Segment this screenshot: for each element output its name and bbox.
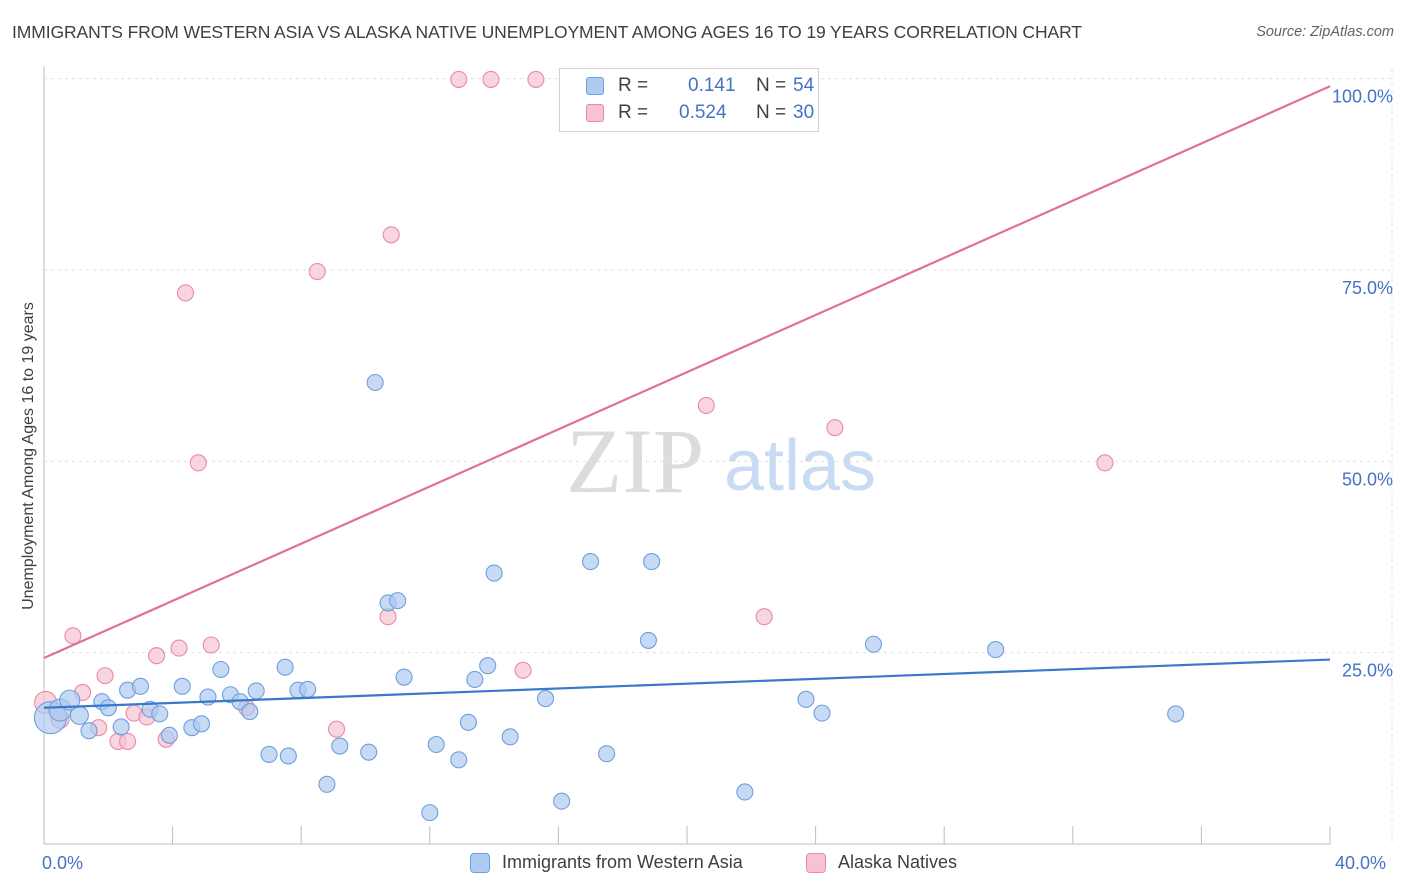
blue-swatch-icon (586, 77, 604, 95)
western-asia-point (80, 722, 98, 740)
western-asia-point (260, 745, 278, 764)
western-asia-point (501, 728, 519, 746)
western-asia-point (360, 743, 378, 761)
legend-label-western-asia: Immigrants from Western Asia (502, 852, 743, 872)
legend-item-western-asia: Immigrants from Western Asia (470, 852, 743, 873)
alaska-natives-point (147, 647, 166, 665)
y-tick-label: 75.0% (1342, 278, 1393, 298)
western-asia-point (450, 751, 468, 769)
alaska-natives-point (450, 70, 468, 88)
y-tick-label: 100.0% (1332, 87, 1393, 107)
western-asia-point (389, 592, 407, 610)
y-tick-labels: 25.0% 50.0% 75.0% 100.0% (1332, 87, 1393, 681)
pink-swatch-icon (586, 104, 604, 122)
western-asia-point (421, 804, 439, 822)
western-asia-point (299, 680, 317, 698)
western-asia-point (276, 658, 294, 676)
western-asia-point (131, 677, 149, 695)
western-asia-point (987, 641, 1005, 659)
western-asia-point (366, 373, 384, 392)
legend-pink-r-value: 0.524 (679, 102, 727, 123)
legend-blue-r-label: R = (618, 75, 649, 96)
alaska-natives-point (482, 70, 500, 88)
western-asia-point (485, 564, 503, 582)
legend-item-alaska-natives: Alaska Natives (806, 852, 957, 873)
legend-pink-n-label: N = (756, 102, 787, 123)
legend-blue-n-value: 54 (793, 75, 815, 96)
western-asia-point (864, 635, 883, 653)
x-tick-label-min: 0.0% (42, 853, 84, 873)
legend-pink-n-value: 30 (793, 102, 815, 123)
legend-blue-n-label: N = (756, 75, 787, 96)
alaska-natives-point (826, 419, 844, 437)
western-asia-point (736, 783, 754, 801)
alaska-natives-point (755, 608, 773, 626)
source-label: Source: ZipAtlas.com (1256, 24, 1394, 40)
legend-blue-r-value: 0.141 (688, 75, 736, 96)
alaska-natives-point (382, 226, 400, 244)
alaska-natives-point (64, 627, 82, 645)
western-asia-point (241, 703, 259, 721)
alaska-natives-point (514, 661, 532, 679)
alaska-natives-point (328, 720, 346, 738)
western-asia-point (581, 553, 600, 571)
alaska-natives-point (308, 262, 326, 281)
western-asia-point (395, 668, 413, 686)
western-asia-point (112, 718, 130, 736)
alaska-natives-point (189, 454, 207, 472)
western-asia-point (192, 715, 211, 733)
western-asia-points (33, 373, 1185, 822)
alaska-natives-point (527, 70, 545, 88)
western-asia-point (99, 699, 117, 717)
watermark-atlas: atlas (724, 426, 876, 506)
western-asia-point (69, 705, 89, 725)
y-tick-label: 50.0% (1342, 469, 1393, 489)
western-asia-point (598, 745, 616, 763)
western-asia-point (331, 737, 349, 755)
western-asia-point (553, 792, 571, 810)
pink-square-icon (806, 852, 826, 873)
western-asia-point (173, 677, 191, 695)
legend-label-alaska-natives: Alaska Natives (838, 852, 958, 872)
western-asia-point (797, 690, 815, 708)
alaska-natives-point (119, 732, 137, 750)
legend-pink-r-label: R = (618, 102, 649, 123)
western-asia-point (466, 670, 484, 689)
western-asia-point (279, 747, 297, 765)
chart-title: IMMIGRANTS FROM WESTERN ASIA VS ALASKA N… (12, 22, 1082, 42)
alaska-natives-trend-line (43, 85, 1331, 660)
alaska-natives-point (697, 396, 715, 415)
western-asia-point (643, 553, 661, 571)
western-asia-point (59, 689, 81, 711)
western-asia-point (813, 704, 831, 722)
gridlines (44, 69, 1393, 844)
western-asia-point (459, 713, 477, 731)
alaska-natives-point (1096, 454, 1114, 472)
western-asia-point (247, 682, 265, 700)
series-legend: Immigrants from Western Asia Alaska Nati… (0, 852, 1406, 878)
alaska-natives-point (202, 636, 220, 654)
x-tick-label-max: 40.0% (1335, 853, 1387, 873)
alaska-natives-point (96, 667, 114, 685)
western-asia-trend-line (43, 658, 1331, 709)
western-asia-point (151, 705, 169, 723)
western-asia-point (639, 631, 657, 649)
western-asia-point (479, 657, 497, 675)
western-asia-point (536, 690, 555, 708)
trend-lines (43, 85, 1331, 709)
correlation-legend: R = 0.141 N = 54 R = 0.524 N = 30 (559, 68, 819, 132)
western-asia-point (212, 660, 230, 679)
y-tick-label: 25.0% (1342, 661, 1393, 681)
alaska-natives-point (176, 284, 195, 302)
western-asia-point (1167, 705, 1185, 723)
western-asia-point (427, 735, 445, 754)
alaska-natives-point (170, 639, 188, 657)
western-asia-point (318, 775, 336, 793)
western-asia-point (160, 726, 178, 744)
blue-square-icon (470, 852, 490, 873)
